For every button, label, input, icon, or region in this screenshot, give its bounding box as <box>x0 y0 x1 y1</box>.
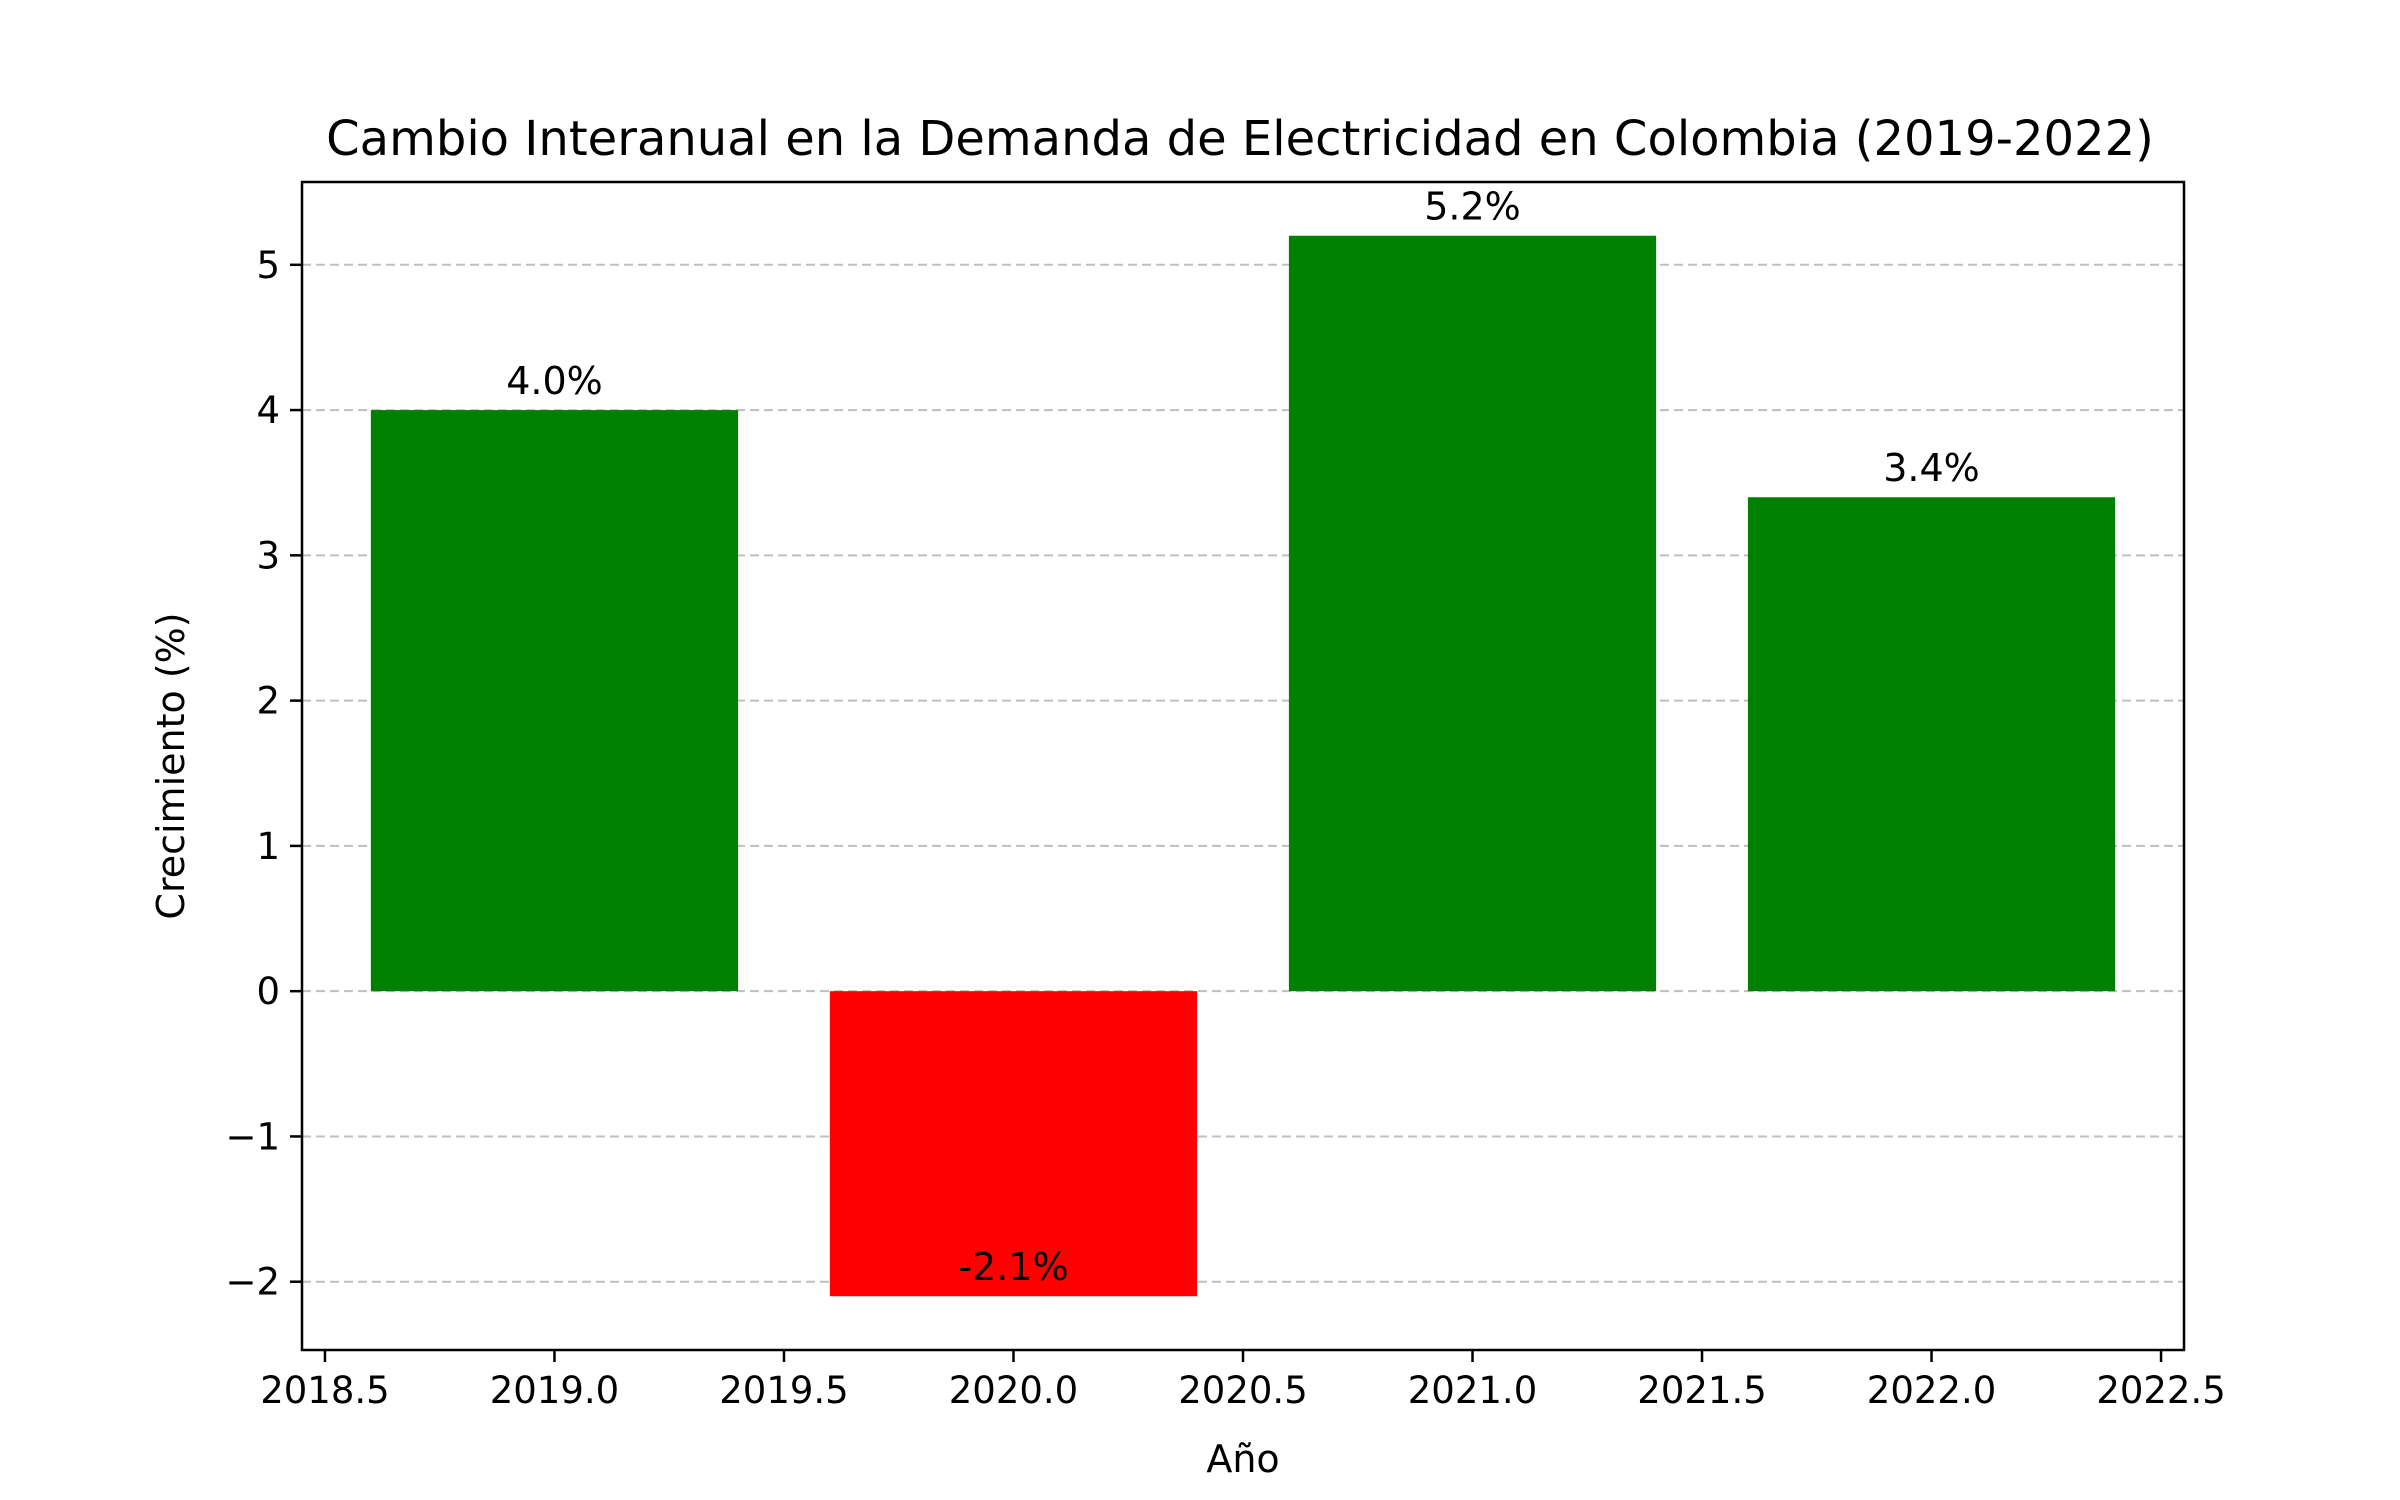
x-tick-label: 2019.5 <box>719 1369 848 1412</box>
x-tick-label: 2022.0 <box>1867 1369 1996 1412</box>
y-tick-label: 2 <box>256 680 280 723</box>
x-tick-label: 2021.5 <box>1637 1369 1766 1412</box>
bar-layer <box>370 235 2116 1297</box>
x-tick-label: 2019.0 <box>490 1369 619 1412</box>
chart-title: Cambio Interanual en la Demanda de Elect… <box>326 111 2154 167</box>
data-label-2021: 5.2% <box>1424 185 1521 229</box>
data-label-2022: 3.4% <box>1883 446 1980 490</box>
y-tick-label: −1 <box>225 1115 280 1158</box>
y-tick-label: −2 <box>225 1261 280 1304</box>
bar-2021 <box>1288 235 1657 992</box>
y-axis-label: Crecimiento (%) <box>149 612 193 919</box>
y-tick-label: 0 <box>256 970 280 1013</box>
data-label-2020: -2.1% <box>958 1245 1068 1289</box>
axis-layer: −2 −1 0 1 2 3 4 5 2018.5 2019.0 2019.5 2020.0 2020.5… <box>225 244 2225 1412</box>
x-tick-label: 2020.0 <box>949 1369 1078 1412</box>
x-tick-label: 2022.5 <box>2096 1369 2225 1412</box>
bar-2022 <box>1747 497 2116 992</box>
data-label-layer: 4.0% -2.1% 5.2% 3.4% <box>506 185 1980 1289</box>
y-tick-label: 1 <box>256 825 280 868</box>
x-tick-label: 2021.0 <box>1408 1369 1537 1412</box>
y-tick-label: 5 <box>256 244 280 287</box>
x-tick-label: 2020.5 <box>1178 1369 1307 1412</box>
bar-2020 <box>829 991 1198 1297</box>
data-label-2019: 4.0% <box>506 359 603 403</box>
y-tick-label: 3 <box>256 534 280 577</box>
y-tick-label: 4 <box>256 389 280 432</box>
x-tick-label: 2018.5 <box>260 1369 389 1412</box>
bar-2019 <box>370 410 739 992</box>
x-axis-label: Año <box>1206 1437 1279 1481</box>
